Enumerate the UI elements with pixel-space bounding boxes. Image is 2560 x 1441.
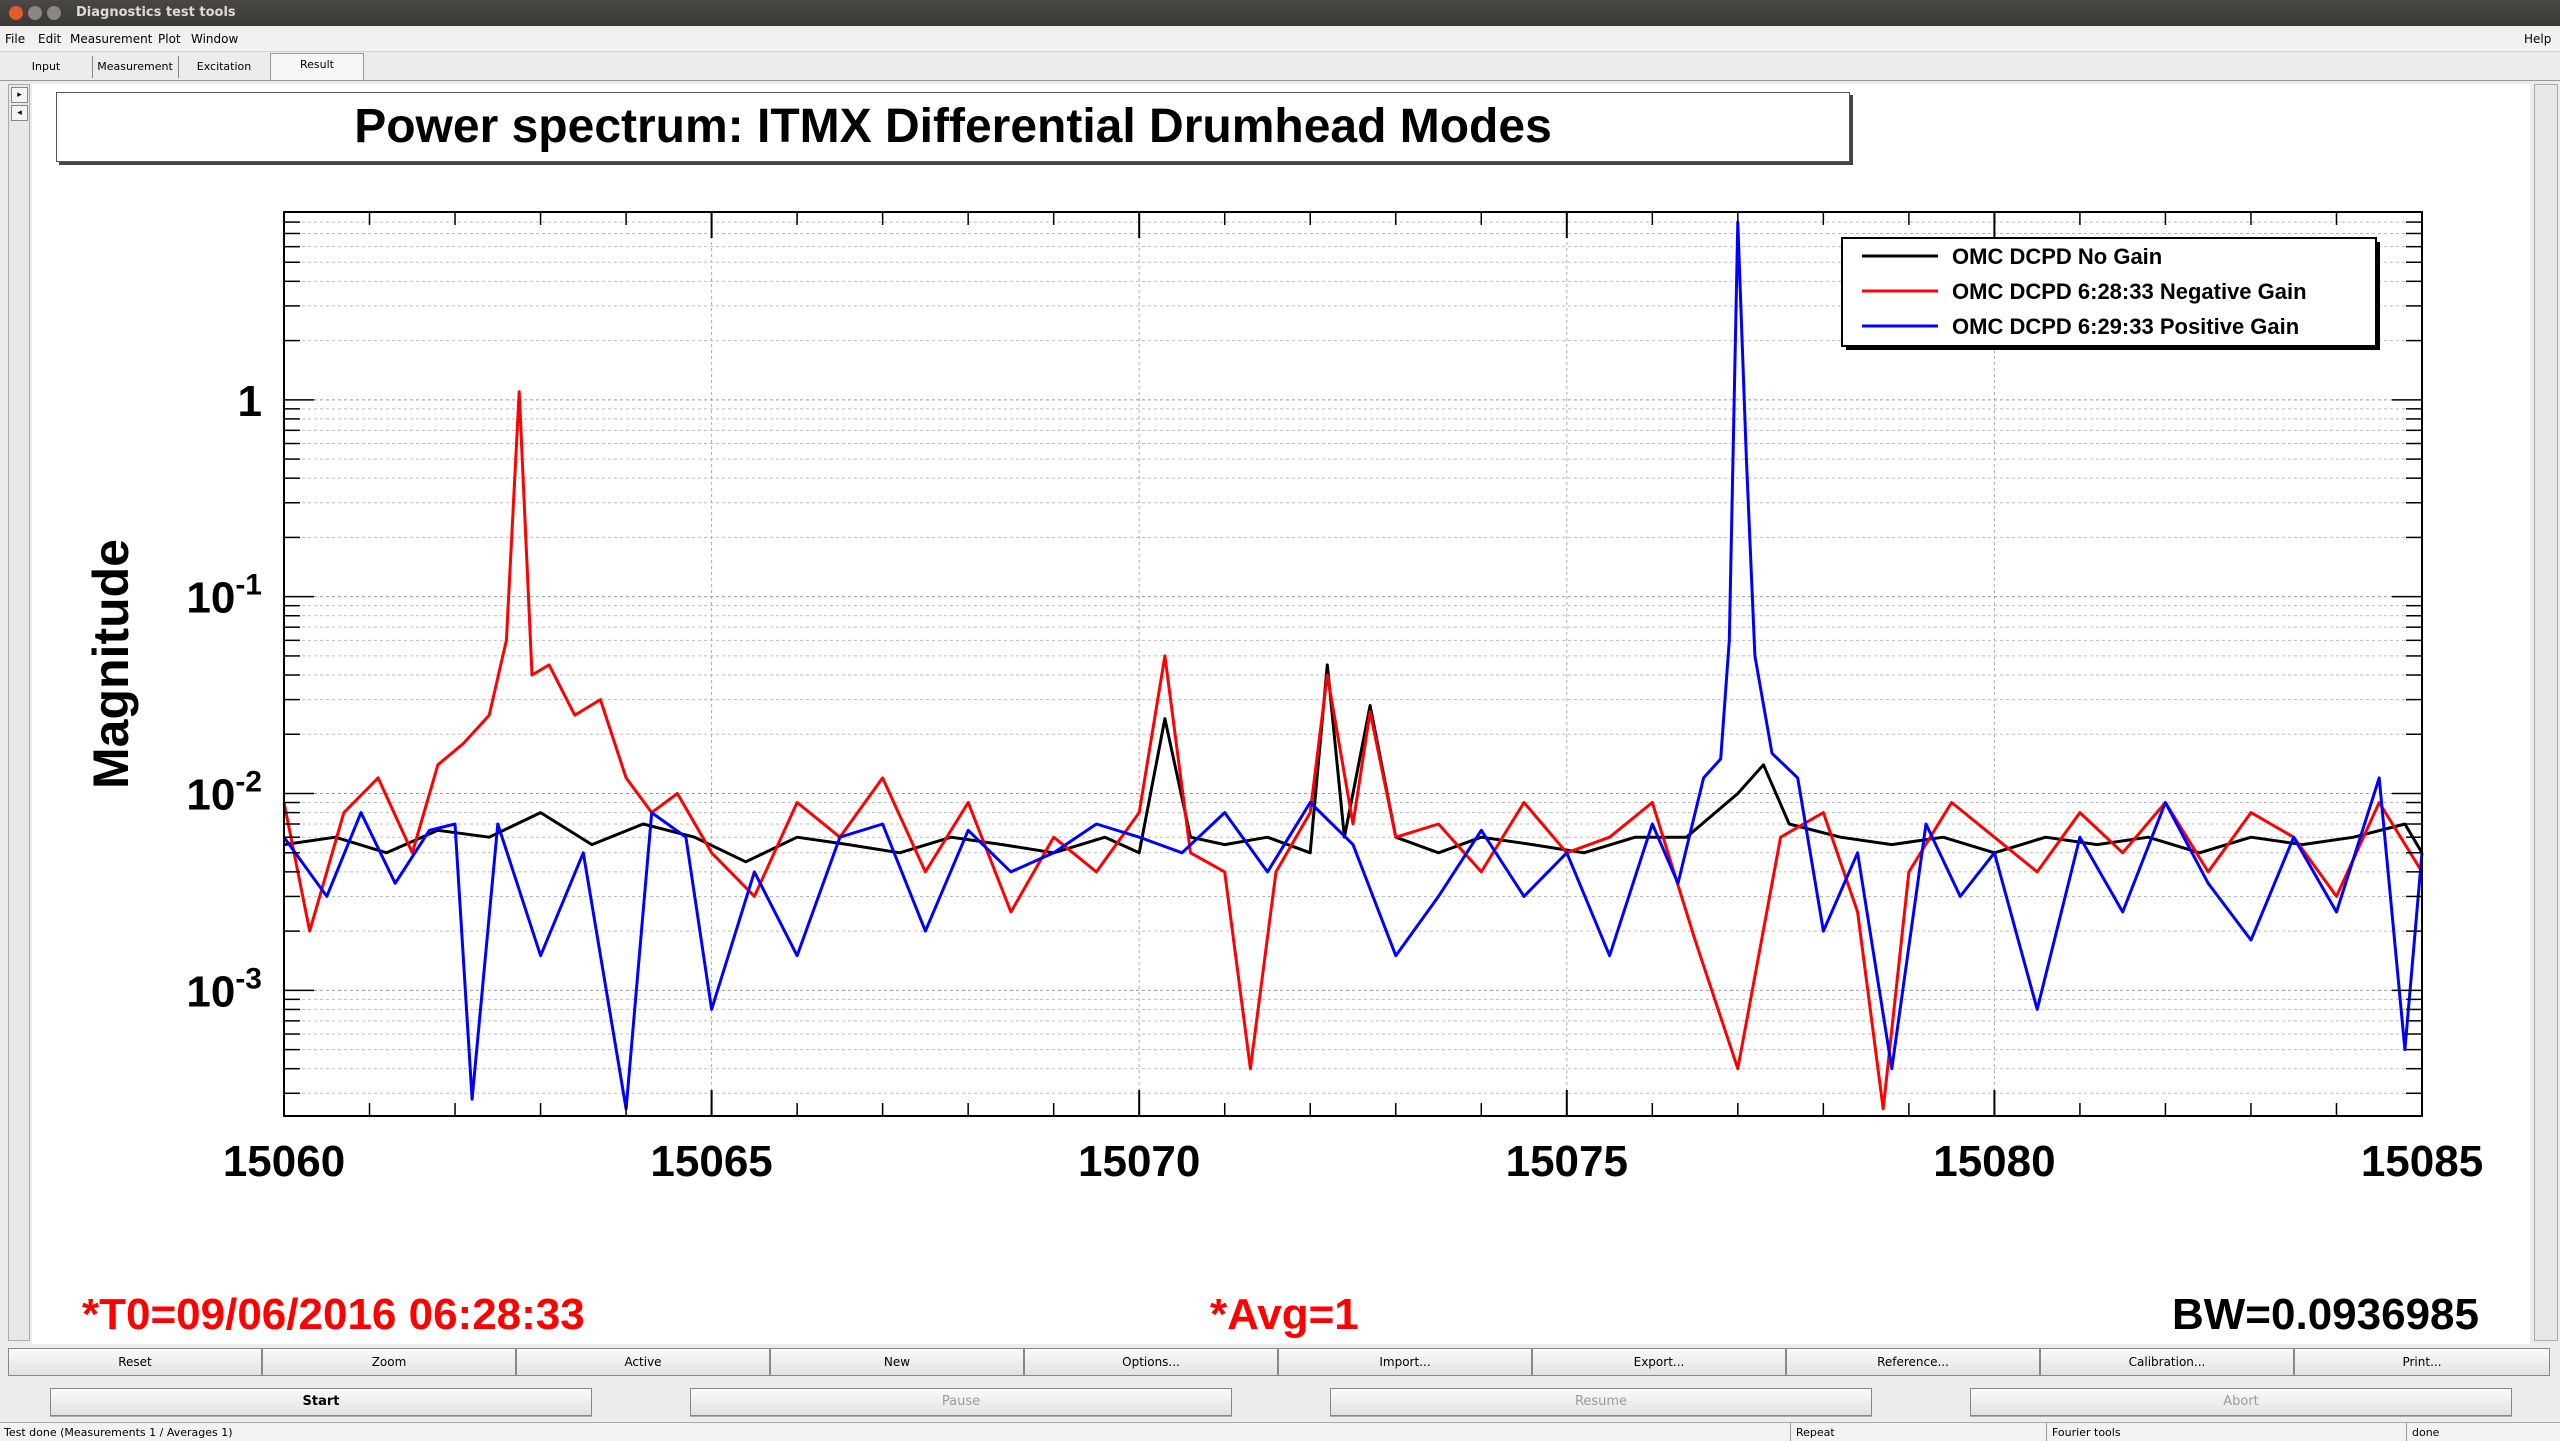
tab-result[interactable]: Result — [270, 53, 364, 80]
legend-entry: OMC DCPD 6:28:33 Negative Gain — [1952, 279, 2307, 304]
window-title: Diagnostics test tools — [76, 5, 236, 20]
status-message: Test done (Measurements 1 / Averages 1) — [4, 1426, 233, 1439]
options-button[interactable]: Options... — [1024, 1348, 1278, 1376]
close-icon[interactable] — [9, 6, 23, 20]
window-titlebar: Diagnostics test tools — [0, 0, 2560, 26]
menu-bar: File Edit Measurement Plot Window Help — [0, 27, 2560, 52]
active-button[interactable]: Active — [516, 1348, 770, 1376]
start-button[interactable]: Start — [50, 1388, 592, 1416]
y-tick-label: 1 — [238, 377, 262, 426]
arrow-left-icon[interactable]: ◂ — [11, 105, 28, 121]
plot-canvas[interactable]: Power spectrum: ITMX Differential Drumhe… — [32, 84, 2530, 1344]
tab-bar: Input Measurement Excitation Result — [0, 52, 2560, 81]
legend-entry: OMC DCPD No Gain — [1952, 244, 2162, 269]
status-state: done — [2412, 1426, 2440, 1439]
t0-label: *T0=09/06/2016 06:28:33 — [82, 1290, 585, 1339]
calibration-button[interactable]: Calibration... — [2040, 1348, 2294, 1376]
status-divider — [1790, 1423, 1791, 1441]
axis-labels: 15060 15065 15070 15075 15080 15085 1 10-1 10-2 1… — [83, 377, 2483, 1186]
y-tick-label: 10-2 — [186, 766, 262, 820]
menu-plot[interactable]: Plot — [158, 32, 181, 46]
x-tick-label: 15075 — [1506, 1137, 1628, 1186]
pause-button[interactable]: Pause — [690, 1388, 1232, 1416]
spectrum-plot[interactable]: 15060 15065 15070 15075 15080 15085 1 10-1 10-2 1… — [32, 84, 2530, 1194]
tab-input[interactable]: Input — [0, 56, 93, 78]
zoom-button[interactable]: Zoom — [262, 1348, 516, 1376]
traces — [282, 220, 2424, 1111]
vertical-scrollbar[interactable] — [2534, 84, 2558, 1341]
export-button[interactable]: Export... — [1532, 1348, 1786, 1376]
bandwidth-label: BW=0.0936985 — [2172, 1290, 2479, 1339]
control-button-row: Start Pause Resume Abort — [0, 1388, 2560, 1420]
plot-button-row: Reset Zoom Active New Options... Import.… — [8, 1348, 2553, 1376]
left-scroller[interactable]: ▸ ◂ — [8, 84, 30, 1341]
menu-window[interactable]: Window — [191, 32, 239, 46]
status-divider — [2046, 1423, 2047, 1441]
plot-frame — [283, 211, 2423, 1117]
avg-label: *Avg=1 — [1210, 1290, 1359, 1339]
abort-button[interactable]: Abort — [1970, 1388, 2512, 1416]
x-tick-label: 15085 — [2361, 1137, 2483, 1186]
import-button[interactable]: Import... — [1278, 1348, 1532, 1376]
legend-entry: OMC DCPD 6:29:33 Positive Gain — [1952, 314, 2299, 339]
print-button[interactable]: Print... — [2294, 1348, 2550, 1376]
y-tick-label: 10-1 — [186, 569, 262, 623]
x-tick-label: 15065 — [650, 1137, 772, 1186]
reset-button[interactable]: Reset — [8, 1348, 262, 1376]
x-tick-label: 15070 — [1078, 1137, 1200, 1186]
menu-file[interactable]: File — [5, 32, 26, 46]
tab-excitation[interactable]: Excitation — [178, 56, 271, 78]
tab-measurement[interactable]: Measurement — [92, 56, 179, 78]
x-tick-label: 15080 — [1933, 1137, 2055, 1186]
arrow-right-icon[interactable]: ▸ — [11, 87, 28, 103]
reference-button[interactable]: Reference... — [1786, 1348, 2040, 1376]
status-tool: Fourier tools — [2052, 1426, 2121, 1439]
menu-help[interactable]: Help — [2524, 32, 2552, 46]
plot-title-box: Power spectrum: ITMX Differential Drumhe… — [56, 92, 1850, 162]
x-tick-label: 15060 — [223, 1137, 345, 1186]
resume-button[interactable]: Resume — [1330, 1388, 1872, 1416]
series-line — [282, 220, 2424, 1111]
plot-title: Power spectrum: ITMX Differential Drumhe… — [354, 100, 1552, 153]
y-axis-title: Magnitude — [83, 539, 139, 789]
minimize-icon[interactable] — [28, 6, 42, 20]
menu-measurement[interactable]: Measurement — [70, 32, 153, 46]
ticks — [283, 211, 2423, 1116]
status-repeat: Repeat — [1796, 1426, 1835, 1439]
y-tick-label: 10-3 — [186, 962, 262, 1016]
menu-edit[interactable]: Edit — [38, 32, 62, 46]
status-divider — [2406, 1423, 2407, 1441]
maximize-icon[interactable] — [47, 6, 61, 20]
new-button[interactable]: New — [770, 1348, 1024, 1376]
series-line — [282, 390, 2424, 1111]
legend: OMC DCPD No Gain OMC DCPD 6:28:33 Negativ… — [1841, 237, 2380, 350]
status-bar: Test done (Measurements 1 / Averages 1) … — [0, 1422, 2560, 1441]
